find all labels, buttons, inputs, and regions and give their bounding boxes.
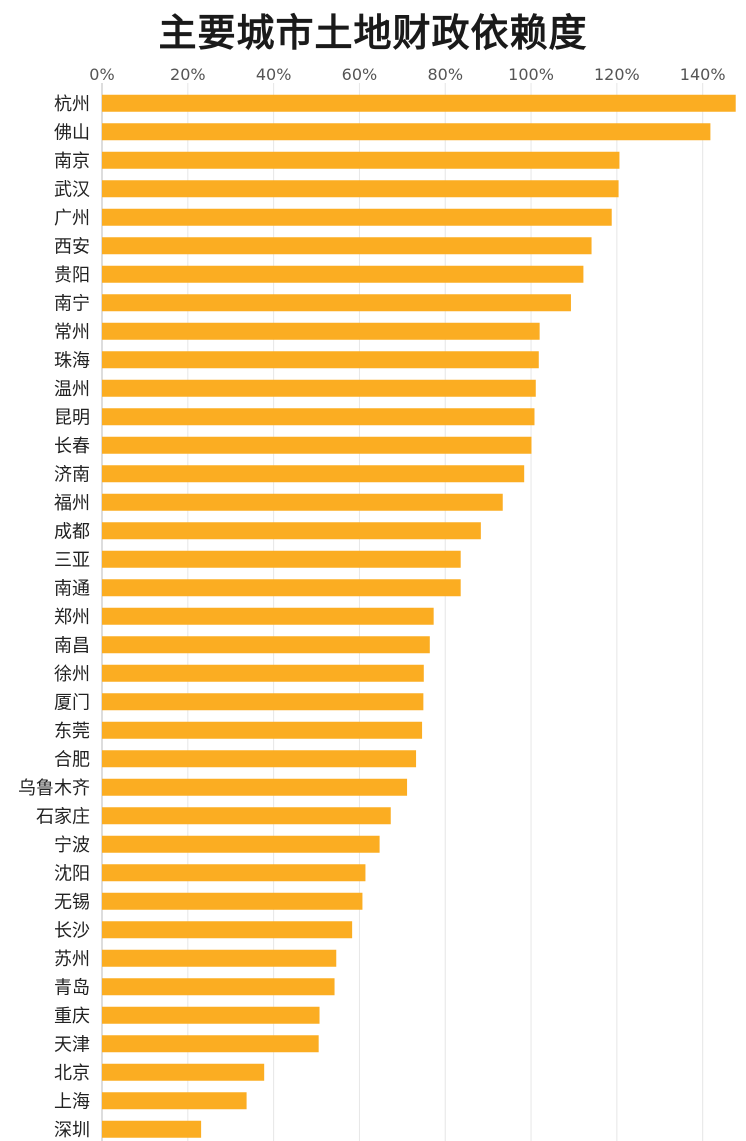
bar [102,550,461,568]
bar [102,579,461,597]
bar [102,465,525,483]
category-label: 石家庄 [36,806,90,827]
bar [102,322,540,340]
bar [102,664,424,682]
category-label: 天津 [54,1034,90,1055]
x-tick-label: 140% [680,65,726,84]
bar [102,351,539,369]
category-label: 长沙 [54,920,90,941]
category-label: 合肥 [54,749,90,770]
category-label: 南昌 [54,635,90,656]
bar [102,978,335,996]
category-label: 青岛 [54,977,90,998]
bar [102,607,434,625]
category-label: 上海 [54,1091,90,1112]
x-tick-label: 40% [256,65,292,84]
category-label: 武汉 [54,179,90,200]
bar [102,1006,320,1024]
bar [102,237,592,255]
bar [102,265,584,283]
bar [102,151,620,169]
x-tick-label: 120% [594,65,640,84]
category-label: 南宁 [54,293,90,314]
category-label: 南京 [54,151,90,172]
x-tick-label: 100% [508,65,554,84]
category-label: 长春 [54,436,90,457]
category-label: 常州 [54,322,90,343]
category-label: 厦门 [54,692,90,713]
bar [102,1092,247,1110]
bar [102,921,353,939]
bar [102,294,571,312]
category-label: 昆明 [54,407,90,428]
bar [102,721,423,739]
bar [102,94,736,112]
category-label: 郑州 [54,607,90,628]
x-tick-label: 20% [170,65,206,84]
bar [102,180,619,198]
category-label: 三亚 [54,550,90,571]
bar [102,123,711,141]
category-label: 东莞 [54,721,90,742]
category-label: 南通 [54,578,90,599]
category-label: 乌鲁木齐 [18,778,90,799]
category-label: 贵阳 [54,265,90,286]
category-label: 无锡 [54,892,90,913]
bar [102,493,503,511]
category-label: 杭州 [54,94,90,115]
bar [102,750,417,768]
bar [102,1063,265,1081]
bar [102,636,430,654]
x-tick-label: 0% [89,65,114,84]
category-label: 西安 [54,236,90,257]
category-label: 宁波 [54,835,90,856]
x-tick-label: 80% [427,65,463,84]
category-label: 珠海 [54,350,90,371]
category-label: 福州 [54,493,90,514]
bar [102,693,424,711]
bar [102,408,535,426]
bar [102,208,612,226]
category-label: 广州 [54,208,90,229]
category-label: 济南 [54,464,90,485]
bar [102,436,532,454]
bar [102,1120,202,1138]
category-label: 成都 [54,521,90,542]
bar [102,864,366,882]
category-label: 沈阳 [54,863,90,884]
category-label: 深圳 [54,1120,90,1141]
bar [102,807,391,825]
bar [102,379,536,397]
chart-title: 主要城市土地财政依赖度 [158,11,588,55]
category-label: 徐州 [54,664,90,685]
bar [102,835,380,853]
x-tick-label: 60% [342,65,378,84]
bar [102,1035,319,1053]
category-label: 重庆 [54,1006,90,1027]
category-label: 苏州 [54,949,90,970]
bar [102,522,481,540]
category-label: 北京 [54,1063,90,1084]
bar [102,892,363,910]
bar [102,949,337,967]
category-label: 佛山 [54,122,90,143]
bar [102,778,408,796]
category-label: 温州 [54,379,90,400]
